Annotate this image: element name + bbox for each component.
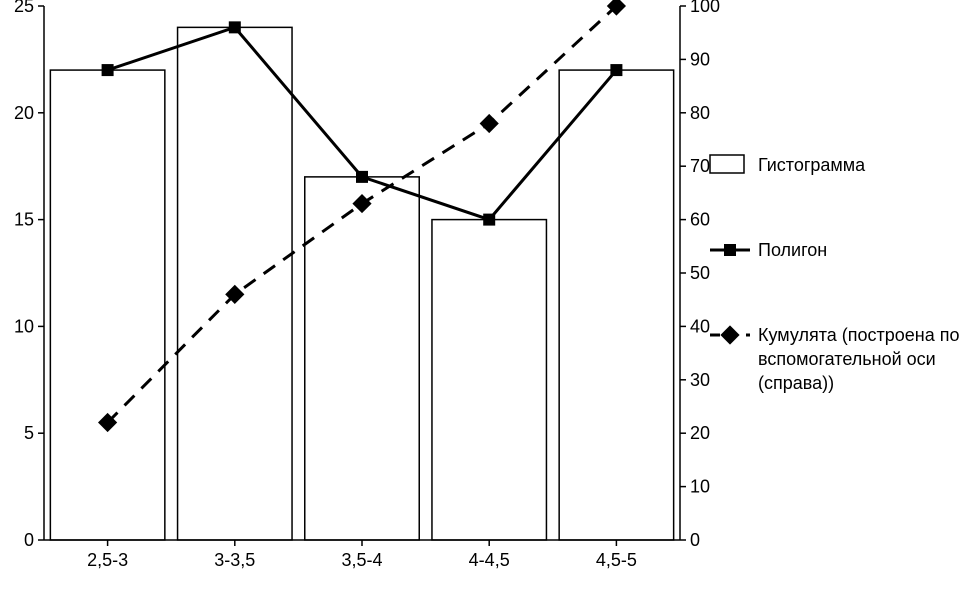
legend-label: Гистограмма [758,155,866,175]
y1-tick-label: 15 [14,210,34,230]
x-tick-label: 3-3,5 [214,550,255,570]
legend-label: (справа)) [758,373,834,393]
y2-tick-label: 30 [690,370,710,390]
polygon-marker [102,64,114,76]
chart-svg: 0 5 10 15 20 25 0 10 20 30 40 50 60 70 80 90 100 2,5-3 3-3… [0,0,975,594]
legend-label: вспомогательной оси [758,349,936,369]
x-tick-label: 2,5-3 [87,550,128,570]
y2-tick-label: 40 [690,316,710,336]
y2-tick-label: 20 [690,423,710,443]
polygon-marker [483,214,495,226]
polygon-marker [610,64,622,76]
y1-tick-label: 20 [14,103,34,123]
legend-item: Гистограмма [710,155,866,175]
x-tick-label: 4,5-5 [596,550,637,570]
legend-label: Кумулята (построена по [758,325,960,345]
bar [50,70,164,540]
chart-container: 0 5 10 15 20 25 0 10 20 30 40 50 60 70 80 90 100 2,5-3 3-3… [0,0,975,594]
x-tick-label: 4-4,5 [469,550,510,570]
y2-tick-label: 0 [690,530,700,550]
y2-tick-label: 50 [690,263,710,283]
bar [432,220,546,540]
y2-tick-label: 70 [690,156,710,176]
bar [178,27,292,540]
y2-tick-label: 10 [690,477,710,497]
polygon-marker [356,171,368,183]
legend-item: Кумулята (построена по вспомогательной ос… [710,325,960,393]
y2-tick-label: 100 [690,0,720,16]
y1-tick-label: 0 [24,530,34,550]
polygon-marker [229,21,241,33]
y1-tick-label: 10 [14,316,34,336]
y1-tick-label: 25 [14,0,34,16]
bar [559,70,673,540]
x-tick-label: 3,5-4 [341,550,382,570]
y1-tick-label: 5 [24,423,34,443]
legend-label: Полигон [758,240,827,260]
y2-tick-label: 90 [690,49,710,69]
cumulative-marker [480,114,499,133]
legend-item: Полигон [710,240,827,260]
y2-tick-label: 80 [690,103,710,123]
y2-tick-label: 60 [690,210,710,230]
